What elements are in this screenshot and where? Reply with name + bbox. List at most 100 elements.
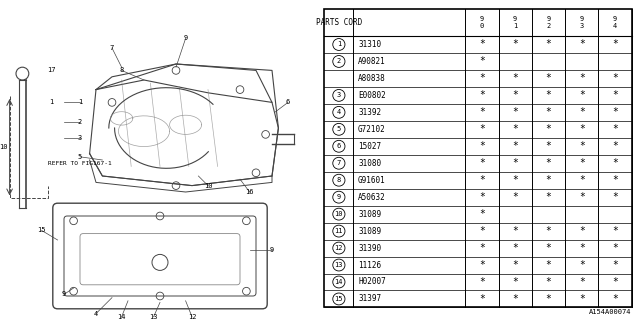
Text: 31392: 31392 — [358, 108, 381, 117]
Text: *: * — [512, 90, 518, 100]
Text: 11: 11 — [335, 228, 343, 234]
Text: 5: 5 — [78, 154, 82, 160]
Text: 3: 3 — [78, 135, 82, 140]
Text: *: * — [612, 90, 618, 100]
Text: *: * — [512, 226, 518, 236]
Text: *: * — [479, 277, 485, 287]
Text: 13: 13 — [335, 262, 343, 268]
Text: *: * — [579, 192, 585, 202]
Text: *: * — [545, 39, 552, 50]
Text: *: * — [479, 107, 485, 117]
Text: *: * — [579, 107, 585, 117]
Text: *: * — [479, 192, 485, 202]
Text: *: * — [512, 124, 518, 134]
Text: 9
2: 9 2 — [547, 16, 550, 29]
Text: *: * — [512, 294, 518, 304]
Text: *: * — [612, 141, 618, 151]
Text: *: * — [512, 141, 518, 151]
Text: 6: 6 — [337, 143, 341, 149]
Text: *: * — [612, 243, 618, 253]
Text: *: * — [579, 124, 585, 134]
Text: A50632: A50632 — [358, 193, 386, 202]
Text: *: * — [579, 260, 585, 270]
Text: *: * — [479, 175, 485, 185]
Text: *: * — [579, 243, 585, 253]
Text: *: * — [545, 294, 552, 304]
Text: REFER TO FIG167-1: REFER TO FIG167-1 — [48, 161, 112, 166]
Text: *: * — [512, 158, 518, 168]
Text: 9
0: 9 0 — [480, 16, 484, 29]
Text: A90821: A90821 — [358, 57, 386, 66]
Text: G91601: G91601 — [358, 176, 386, 185]
Text: 15027: 15027 — [358, 142, 381, 151]
Text: A154A00074: A154A00074 — [589, 309, 632, 315]
Text: 15: 15 — [37, 228, 46, 233]
Text: *: * — [512, 243, 518, 253]
Text: *: * — [479, 90, 485, 100]
Text: *: * — [579, 90, 585, 100]
Text: 9
4: 9 4 — [613, 16, 617, 29]
Text: 1: 1 — [337, 42, 341, 47]
Text: 31390: 31390 — [358, 244, 381, 252]
Text: *: * — [512, 277, 518, 287]
Text: *: * — [479, 209, 485, 219]
Text: *: * — [545, 73, 552, 84]
Text: 2: 2 — [337, 59, 341, 64]
Text: 7: 7 — [110, 45, 114, 51]
Text: *: * — [512, 260, 518, 270]
Text: 2: 2 — [78, 119, 82, 124]
Text: *: * — [612, 260, 618, 270]
Text: *: * — [479, 158, 485, 168]
Text: 9
1: 9 1 — [513, 16, 517, 29]
Text: 31080: 31080 — [358, 159, 381, 168]
Text: 1: 1 — [49, 100, 53, 105]
Text: *: * — [612, 39, 618, 50]
Text: 9: 9 — [62, 292, 66, 297]
Text: 16: 16 — [245, 189, 254, 195]
Text: 31089: 31089 — [358, 210, 381, 219]
Text: *: * — [479, 56, 485, 67]
Text: *: * — [545, 277, 552, 287]
Text: 14: 14 — [117, 314, 126, 320]
Text: *: * — [545, 141, 552, 151]
Text: *: * — [612, 294, 618, 304]
Text: *: * — [512, 73, 518, 84]
Text: *: * — [612, 175, 618, 185]
Text: 3: 3 — [337, 92, 341, 98]
Text: *: * — [545, 192, 552, 202]
Text: 15: 15 — [335, 296, 343, 302]
Text: 31089: 31089 — [358, 227, 381, 236]
Text: G72102: G72102 — [358, 125, 386, 134]
Text: 9
3: 9 3 — [580, 16, 584, 29]
Text: PARTS CORD: PARTS CORD — [316, 18, 362, 27]
Text: 10: 10 — [204, 183, 212, 188]
Text: 6: 6 — [286, 100, 290, 105]
Text: *: * — [579, 277, 585, 287]
Text: *: * — [579, 294, 585, 304]
Text: *: * — [479, 141, 485, 151]
Text: 7: 7 — [337, 160, 341, 166]
Text: *: * — [545, 175, 552, 185]
Text: 12: 12 — [335, 245, 343, 251]
Text: *: * — [512, 192, 518, 202]
Text: 9: 9 — [337, 194, 341, 200]
Text: *: * — [579, 39, 585, 50]
Text: *: * — [612, 158, 618, 168]
Text: 31397: 31397 — [358, 294, 381, 303]
Text: A80838: A80838 — [358, 74, 386, 83]
Text: *: * — [545, 226, 552, 236]
Text: *: * — [612, 277, 618, 287]
Text: 9: 9 — [270, 247, 274, 252]
Text: 8: 8 — [120, 68, 124, 73]
Text: *: * — [545, 107, 552, 117]
Text: 11126: 11126 — [358, 260, 381, 269]
Text: *: * — [579, 141, 585, 151]
Text: *: * — [545, 90, 552, 100]
Text: *: * — [512, 39, 518, 50]
Text: *: * — [479, 294, 485, 304]
Text: *: * — [479, 124, 485, 134]
Text: 17: 17 — [47, 68, 56, 73]
Text: *: * — [612, 226, 618, 236]
Text: *: * — [479, 39, 485, 50]
Text: *: * — [545, 158, 552, 168]
